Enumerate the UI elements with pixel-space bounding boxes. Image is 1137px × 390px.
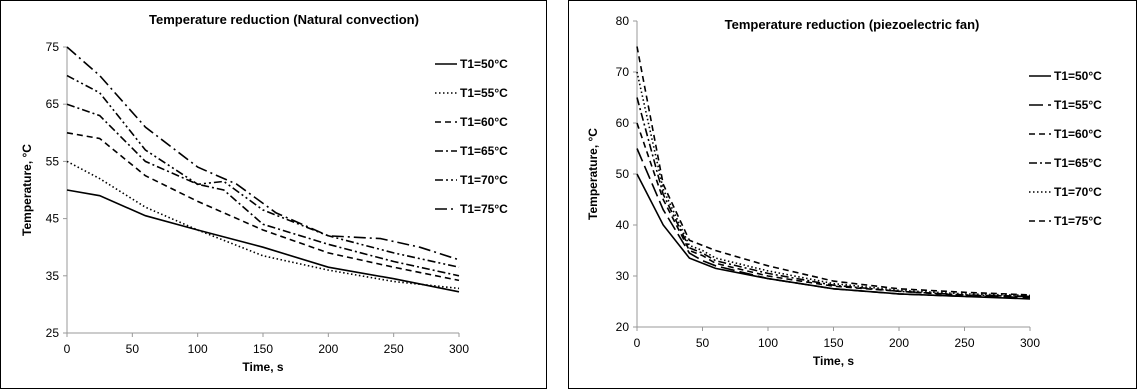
- x-tick-label: 250: [954, 336, 974, 350]
- legend-label-5: T1=70°C: [460, 173, 508, 187]
- chart-panel-natural-convection: Temperature reduction (Natural convectio…: [0, 0, 547, 389]
- legend-label-3: T1=60°C: [460, 115, 508, 129]
- y-tick-label: 50: [616, 167, 630, 181]
- y-tick-label: 55: [46, 154, 60, 168]
- x-tick-label: 300: [449, 342, 469, 356]
- x-tick-label: 100: [758, 336, 778, 350]
- y-tick-label: 25: [46, 326, 60, 340]
- y-tick-label: 80: [616, 14, 630, 28]
- legend-label-3: T1=60°C: [1054, 127, 1102, 141]
- y-tick-label: 60: [616, 116, 630, 130]
- y-tick-label: 30: [616, 269, 630, 283]
- x-tick-label: 0: [64, 342, 71, 356]
- y-tick-label: 45: [46, 212, 60, 226]
- legend-label-1: T1=50°C: [1054, 69, 1102, 83]
- y-tick-label: 40: [616, 218, 630, 232]
- legend-label-2: T1=55°C: [460, 86, 508, 100]
- x-tick-label: 150: [823, 336, 843, 350]
- series-line-4: [66, 103, 460, 277]
- series-line-3: [636, 122, 1031, 298]
- series-line-2: [66, 160, 460, 290]
- legend-label-6: T1=75°C: [1054, 214, 1102, 228]
- chart-panel-piezoelectric-fan: Temperature reduction (piezoelectric fan…: [568, 0, 1137, 389]
- legend-label-6: T1=75°C: [460, 202, 508, 216]
- y-tick-label: 20: [616, 320, 630, 334]
- series-line-1: [636, 173, 1031, 300]
- chart-natural-convection: Temperature reduction (Natural convectio…: [20, 12, 508, 374]
- y-axis-label: Temperature, °C: [586, 128, 600, 220]
- x-tick-label: 200: [889, 336, 909, 350]
- legend-label-2: T1=55°C: [1054, 98, 1102, 112]
- series-line-2: [636, 148, 1031, 299]
- x-axis-label: Time, s: [813, 354, 854, 368]
- x-tick-label: 50: [696, 336, 710, 350]
- y-tick-label: 75: [46, 40, 60, 54]
- x-tick-label: 200: [318, 342, 338, 356]
- legend-label-4: T1=65°C: [460, 144, 508, 158]
- y-tick-label: 70: [616, 65, 630, 79]
- x-tick-label: 150: [253, 342, 273, 356]
- x-axis-label: Time, s: [242, 360, 283, 374]
- chart-title: Temperature reduction (piezoelectric fan…: [725, 17, 980, 32]
- x-tick-label: 100: [188, 342, 208, 356]
- x-tick-label: 250: [384, 342, 404, 356]
- series-line-6: [66, 46, 460, 261]
- series-line-3: [66, 132, 460, 282]
- legend-label-4: T1=65°C: [1054, 156, 1102, 170]
- x-tick-label: 300: [1020, 336, 1040, 350]
- x-tick-label: 0: [634, 336, 641, 350]
- series-line-5: [66, 74, 460, 268]
- y-axis-label: Temperature, °C: [20, 144, 34, 236]
- series-line-4: [636, 97, 1031, 298]
- legend-label-1: T1=50°C: [460, 57, 508, 71]
- y-tick-label: 35: [46, 269, 60, 283]
- x-tick-label: 50: [126, 342, 140, 356]
- y-tick-label: 65: [46, 97, 60, 111]
- series-line-6: [636, 46, 1031, 296]
- series-line-1: [66, 189, 460, 293]
- series-line-5: [636, 71, 1031, 297]
- legend-label-5: T1=70°C: [1054, 185, 1102, 199]
- chart-title: Temperature reduction (Natural convectio…: [149, 12, 419, 27]
- chart-piezoelectric-fan: Temperature reduction (piezoelectric fan…: [586, 14, 1102, 368]
